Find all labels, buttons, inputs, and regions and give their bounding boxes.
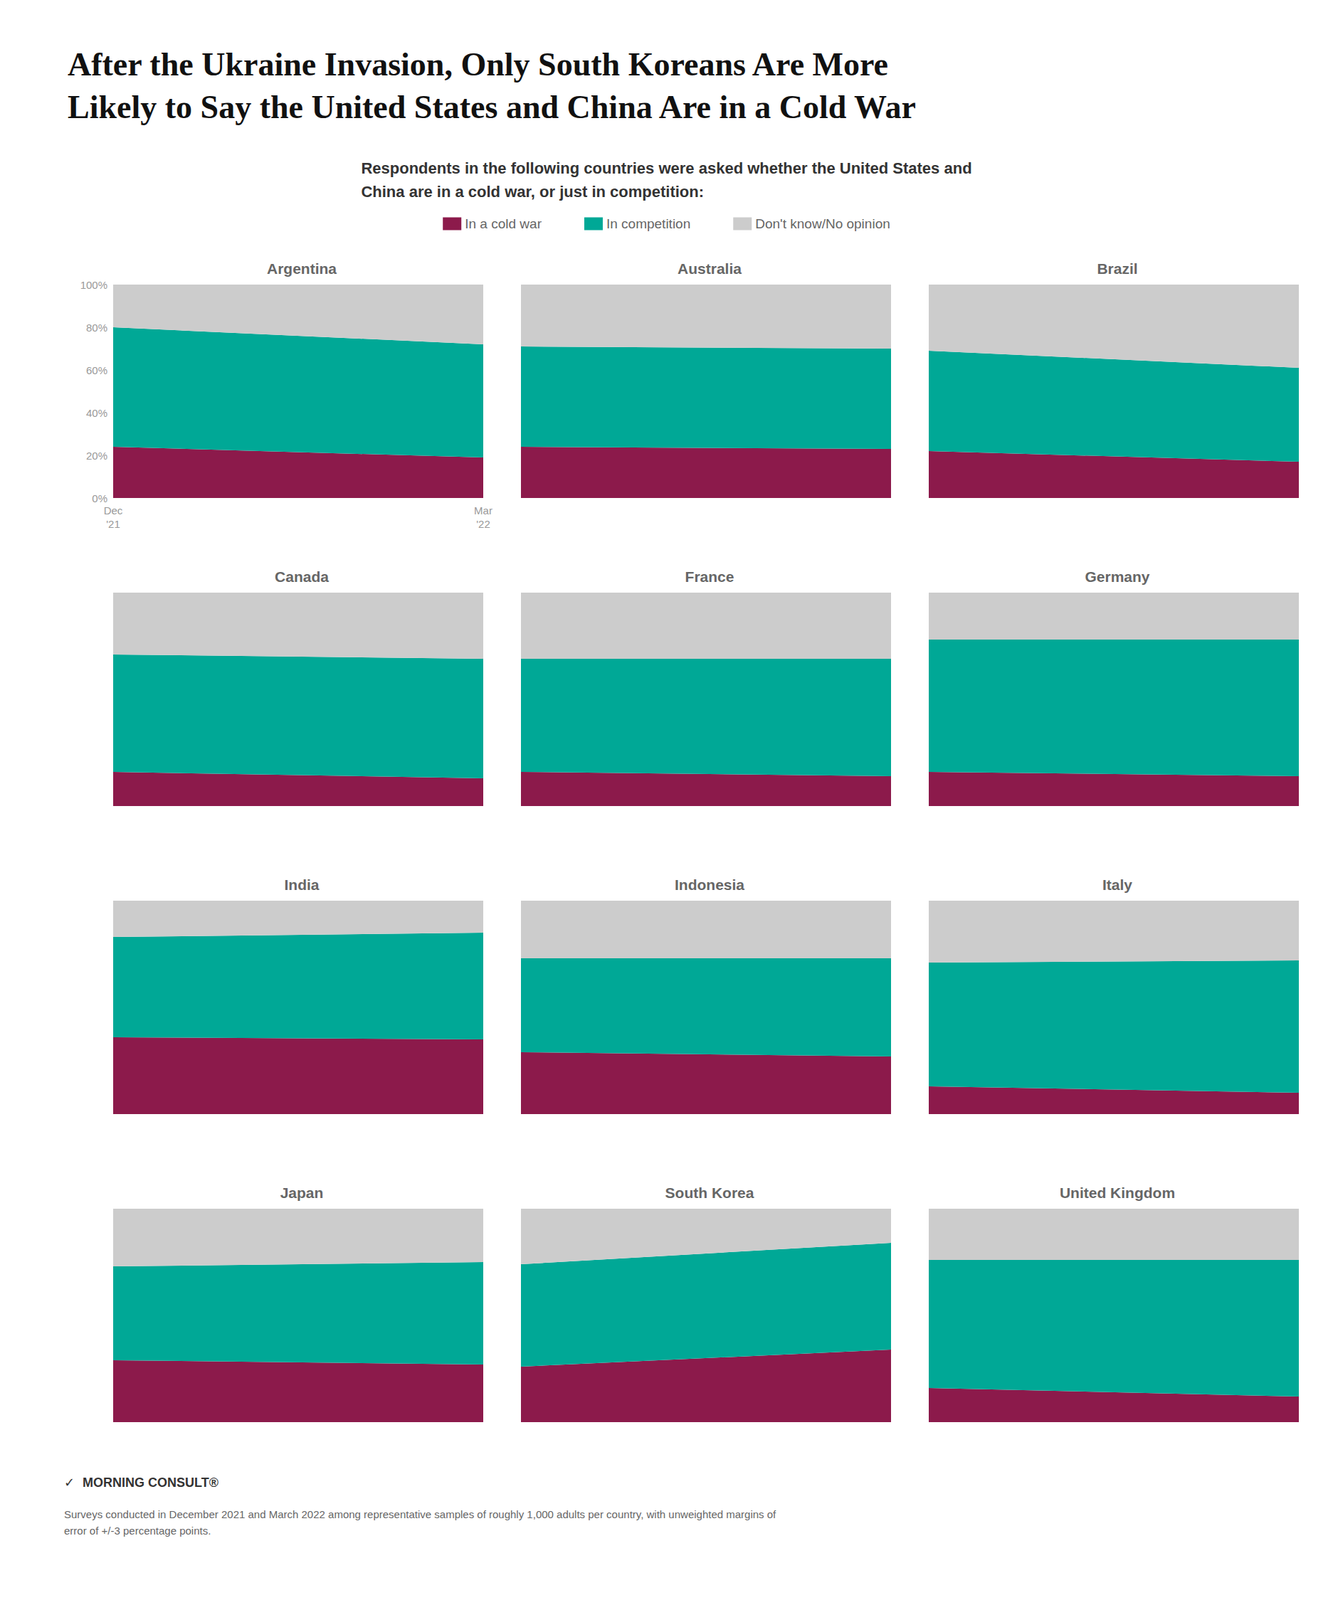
svg-text:Australia: Australia [677, 260, 742, 277]
svg-text:Germany: Germany [1084, 568, 1150, 586]
svg-text:France: France [685, 568, 735, 586]
svg-text:error of +/-3 percentage point: error of +/-3 percentage points. [64, 1525, 211, 1538]
svg-text:Canada: Canada [274, 568, 329, 586]
svg-text:80%: 80% [86, 321, 108, 334]
svg-text:'22: '22 [476, 518, 491, 531]
svg-text:United Kingdom: United Kingdom [1059, 1184, 1176, 1202]
svg-text:100%: 100% [80, 278, 108, 292]
svg-text:'21: '21 [106, 518, 121, 531]
svg-text:Don't know/No opinion: Don't know/No opinion [755, 216, 891, 232]
svg-text:40%: 40% [86, 407, 108, 420]
svg-text:Japan: Japan [280, 1184, 324, 1202]
svg-text:0%: 0% [91, 492, 108, 505]
svg-text:✓: ✓ [64, 1476, 75, 1491]
svg-text:Likely to Say the United State: Likely to Say the United States and Chin… [67, 88, 916, 126]
svg-text:In competition: In competition [606, 216, 691, 232]
svg-text:Dec: Dec [103, 504, 124, 517]
svg-text:Italy: Italy [1102, 876, 1133, 894]
svg-text:China are in a cold war, or ju: China are in a cold war, or just in comp… [360, 182, 704, 201]
svg-text:South Korea: South Korea [665, 1184, 755, 1202]
svg-text:Mar: Mar [473, 504, 493, 517]
svg-text:India: India [283, 876, 319, 894]
svg-text:20%: 20% [86, 449, 108, 462]
svg-text:Surveys conducted in December: Surveys conducted in December 2021 and M… [64, 1508, 777, 1521]
svg-text:Argentina: Argentina [266, 260, 337, 277]
svg-text:Brazil: Brazil [1096, 260, 1138, 277]
svg-text:Indonesia: Indonesia [674, 876, 745, 894]
svg-text:60%: 60% [86, 364, 108, 377]
svg-text:MORNING CONSULT®: MORNING CONSULT® [82, 1476, 219, 1491]
svg-text:After the Ukraine Invasion, On: After the Ukraine Invasion, Only South K… [67, 46, 889, 83]
svg-text:Respondents in the following c: Respondents in the following countries w… [360, 159, 972, 178]
svg-text:In a cold war: In a cold war [464, 216, 542, 232]
